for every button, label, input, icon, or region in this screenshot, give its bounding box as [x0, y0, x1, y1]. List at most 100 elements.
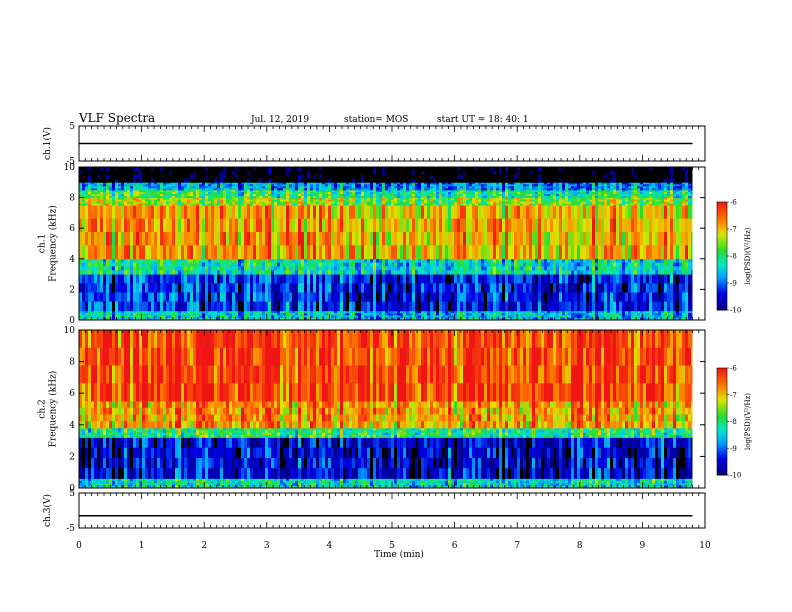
- spectrogram-cell: [382, 178, 386, 183]
- spectrogram-cell: [373, 178, 377, 183]
- spectrogram-cell: [397, 218, 401, 233]
- spectrogram-cell: [490, 258, 494, 264]
- spectrogram-cell: [157, 167, 161, 172]
- spectrogram-cell: [238, 192, 242, 195]
- spectrogram-cell: [328, 174, 332, 179]
- spectrogram-cell: [406, 167, 410, 172]
- spectrogram-cell: [520, 313, 524, 316]
- spectrogram-cell: [313, 174, 317, 179]
- spectrogram-cell: [358, 218, 362, 233]
- spectrogram-cell: [226, 315, 230, 319]
- spectrogram-cell: [517, 199, 521, 202]
- spectrogram-cell: [478, 197, 482, 200]
- spectrogram-cell: [103, 310, 107, 314]
- spectrogram-cell: [223, 245, 227, 260]
- spectrogram-cell: [364, 262, 368, 267]
- spectrogram-cell: [310, 283, 314, 293]
- spectrogram-cell: [385, 197, 389, 200]
- spectrogram-cell: [379, 170, 383, 176]
- spectrogram-cell: [379, 197, 383, 200]
- spectrogram-cell: [310, 315, 314, 319]
- spectrogram-cell: [145, 182, 149, 185]
- spectrogram-cell: [97, 203, 101, 206]
- spectrogram-cell: [469, 186, 473, 189]
- spectrogram-cell: [382, 205, 386, 220]
- spectrogram-cell: [310, 184, 314, 187]
- spectrogram-cell: [397, 199, 401, 202]
- spectrogram-cell: [262, 186, 266, 189]
- spectrogram-cell: [124, 199, 128, 202]
- spectrogram-cell: [274, 188, 278, 191]
- spectrogram-cell: [133, 167, 137, 172]
- spectrogram-cell: [493, 262, 497, 267]
- spectrogram-cell: [478, 218, 482, 233]
- spectrogram-cell: [118, 292, 122, 303]
- spectrogram-cell: [211, 258, 215, 264]
- spectrogram-cell: [481, 199, 485, 202]
- spectrogram-cell: [136, 313, 140, 316]
- spectrogram-cell: [520, 199, 524, 202]
- spectrogram-cell: [463, 186, 467, 189]
- spectrogram-cell: [274, 178, 278, 183]
- spectrogram-cell: [247, 197, 251, 200]
- spectrogram-cell: [397, 184, 401, 187]
- spectrogram-cell: [214, 245, 218, 260]
- spectrogram-cell: [346, 245, 350, 260]
- spectrogram-cell: [418, 186, 422, 189]
- spectrogram-cell: [430, 188, 434, 191]
- spectrogram-cell: [325, 313, 329, 316]
- spectrogram-cell: [415, 196, 419, 199]
- spectrogram-cell: [412, 266, 416, 271]
- spectrogram-cell: [478, 203, 482, 206]
- spectrogram-cell: [316, 188, 320, 191]
- spectrogram-cell: [472, 313, 476, 316]
- spectrogram-cell: [79, 196, 83, 199]
- spectrogram-cell: [505, 186, 509, 189]
- spectrogram-cell: [151, 315, 155, 319]
- spectrogram-cell: [247, 190, 251, 193]
- spectrogram-cell: [145, 188, 149, 191]
- spectrogram-cell: [316, 301, 320, 312]
- spectrogram-cell: [172, 317, 176, 321]
- spectrogram-cell: [97, 310, 101, 314]
- spectrogram-cell: [358, 190, 362, 193]
- spectrogram-cell: [244, 197, 248, 200]
- spectrogram-cell: [379, 317, 383, 321]
- spectrogram-cell: [235, 266, 239, 271]
- spectrogram-cell: [172, 192, 176, 195]
- spectrogram-cell: [226, 174, 230, 179]
- spectrogram-cell: [370, 196, 374, 199]
- spectrogram-cell: [283, 274, 287, 284]
- spectrogram-cell: [124, 313, 128, 316]
- spectrogram-cell: [394, 232, 398, 246]
- spectrogram-cell: [271, 315, 275, 319]
- spectrogram-cell: [211, 266, 215, 271]
- spectrogram-cell: [430, 184, 434, 187]
- spectrogram-cell: [268, 292, 272, 303]
- spectrogram-cell: [265, 182, 269, 185]
- spectrogram-cell: [346, 197, 350, 200]
- spectrogram-cell: [373, 199, 377, 202]
- spectrogram-cell: [301, 188, 305, 191]
- spectrogram-cell: [85, 262, 89, 267]
- spectrogram-cell: [310, 301, 314, 312]
- spectrogram-cell: [448, 201, 452, 204]
- spectrogram-cell: [217, 262, 221, 267]
- spectrogram-cell: [373, 315, 377, 319]
- spectrogram-cell: [100, 170, 104, 176]
- spectrogram-cell: [97, 292, 101, 303]
- spectrogram-cell: [454, 186, 458, 189]
- spectrogram-cell: [409, 218, 413, 233]
- spectrogram-cell: [109, 315, 113, 319]
- spectrogram-cell: [109, 262, 113, 267]
- spectrogram-cell: [415, 174, 419, 179]
- spectrogram-cell: [466, 313, 470, 316]
- spectrogram-cell: [154, 266, 158, 271]
- spectrogram-cell: [358, 301, 362, 312]
- spectrogram-cell: [295, 258, 299, 264]
- spectrogram-cell: [502, 194, 506, 197]
- spectrogram-cell: [103, 262, 107, 267]
- spectrogram-cell: [418, 205, 422, 220]
- spectrogram-cell: [424, 194, 428, 197]
- spectrogram-cell: [163, 167, 167, 172]
